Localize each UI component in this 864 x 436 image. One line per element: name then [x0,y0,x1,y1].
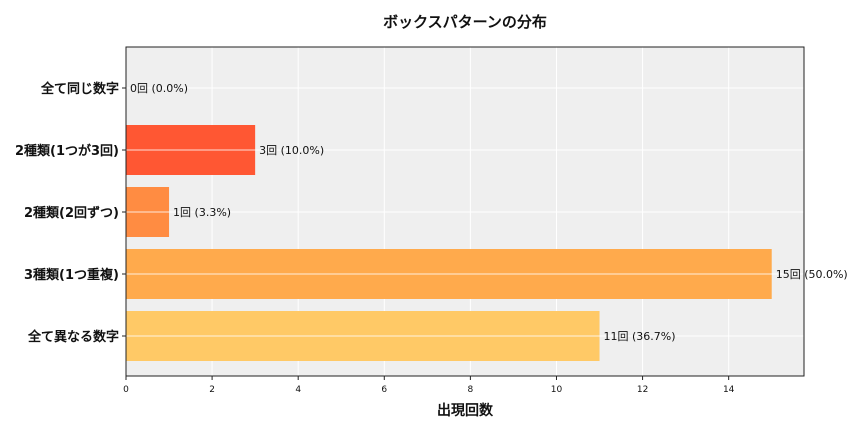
data-label: 15回 (50.0%) [776,268,848,281]
x-tick-label: 10 [551,385,563,395]
x-tick-label: 8 [468,385,474,395]
data-label: 11回 (36.7%) [604,330,676,343]
y-tick-label: 2種類(1つが3回) [15,143,119,159]
x-tick-label: 0 [123,385,129,395]
data-label: 0回 (0.0%) [130,82,188,95]
chart-title: ボックスパターンの分布 [383,13,547,31]
data-label: 3回 (10.0%) [259,144,324,157]
data-label: 1回 (3.3%) [173,206,231,219]
x-axis-label: 出現回数 [437,402,494,419]
x-tick-label: 2 [209,385,215,395]
x-tick-label: 6 [381,385,387,395]
y-tick-label: 2種類(2回ずつ) [24,205,119,221]
y-tick-label: 全て異なる数字 [27,329,119,345]
y-tick-label: 全て同じ数字 [40,81,119,97]
x-tick-label: 12 [637,385,648,395]
y-tick-label: 3種類(1つ重複) [24,267,119,283]
x-tick-label: 4 [295,385,301,395]
x-tick-label: 14 [723,385,735,395]
